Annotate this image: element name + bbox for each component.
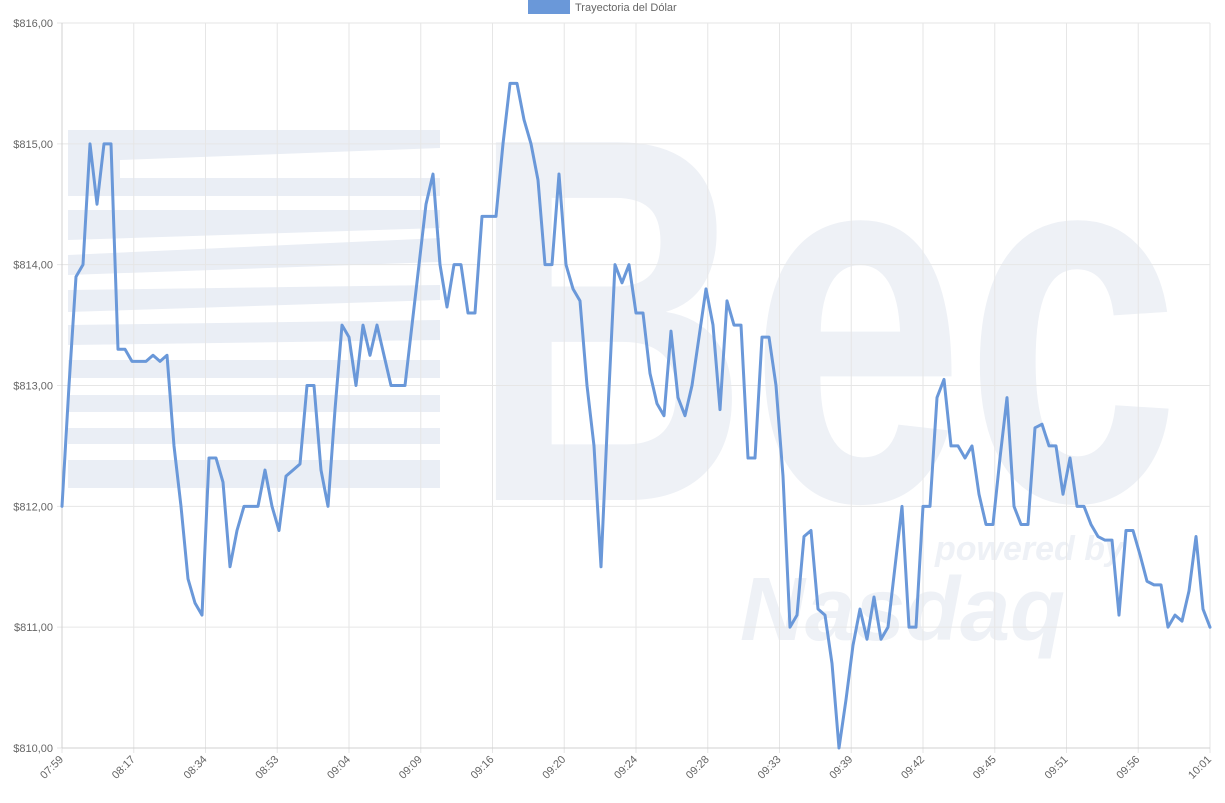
x-tick-label: 09:20 [540, 754, 568, 782]
x-axis-tick-labels: 07:59 08:17 08:34 08:53 09:04 09:09 09:16 09:20… [38, 754, 1214, 782]
x-tick-label: 08:34 [182, 754, 210, 782]
y-tick-label: $812,00 [13, 501, 53, 513]
x-tick-label: 09:28 [684, 754, 712, 782]
x-tick-label: 08:17 [110, 754, 138, 782]
series-layer [60, 81, 1212, 750]
y-axis-tick-labels: $810,00 $811,00 $812,00 $813,00 $814,00 $815,… [13, 18, 53, 755]
x-tick-label: 09:42 [899, 754, 927, 782]
x-tick-label: 09:04 [325, 754, 353, 782]
bec-logo-stripes [68, 130, 440, 488]
x-tick-label: 09:39 [827, 754, 855, 782]
y-tick-label: $815,00 [13, 139, 53, 151]
x-tick-label: 09:56 [1114, 754, 1142, 782]
axes [61, 23, 1210, 749]
legend-swatch [528, 0, 570, 14]
y-tick-label: $811,00 [14, 622, 53, 634]
bec-nasdaq-watermark: Bec powered by Nasdaq [68, 30, 1180, 660]
legend[interactable]: Trayectoria del Dólar [528, 0, 677, 14]
y-tick-label: $810,00 [13, 743, 53, 755]
y-tick-label: $813,00 [13, 381, 53, 393]
x-tick-label: 07:59 [38, 754, 66, 782]
watermark-brand: Bec [470, 30, 1180, 611]
x-tick-label: 09:33 [756, 754, 784, 782]
watermark-tagline: powered by [934, 530, 1126, 568]
watermark-partner: Nasdaq [740, 560, 1065, 660]
x-tick-label: 09:24 [612, 754, 640, 782]
x-tick-label: 09:09 [397, 754, 425, 782]
y-tick-label: $816,00 [13, 18, 53, 30]
x-tick-label: 10:01 [1186, 754, 1214, 782]
y-tick-label: $814,00 [13, 260, 53, 272]
x-tick-label: 09:45 [971, 754, 999, 782]
series-line-trayectoria-del-dolar [60, 81, 1212, 750]
legend-label: Trayectoria del Dólar [575, 2, 677, 14]
x-tick-label: 08:53 [253, 754, 281, 782]
x-tick-label: 09:51 [1043, 754, 1071, 782]
x-tick-label: 09:16 [469, 754, 497, 782]
